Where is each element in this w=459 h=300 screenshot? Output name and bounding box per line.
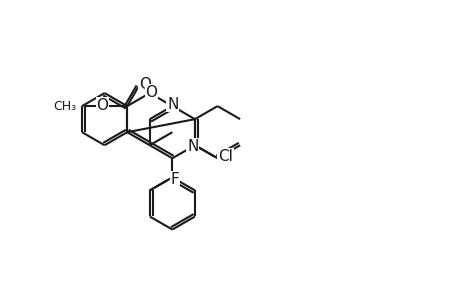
Text: CH₃: CH₃ (53, 100, 76, 112)
Text: N: N (187, 139, 198, 154)
Text: O: O (96, 98, 108, 113)
Text: N: N (167, 97, 178, 112)
Text: Cl: Cl (218, 149, 232, 164)
Text: O: O (145, 85, 157, 100)
Text: F: F (170, 172, 179, 187)
Text: O: O (139, 76, 151, 92)
